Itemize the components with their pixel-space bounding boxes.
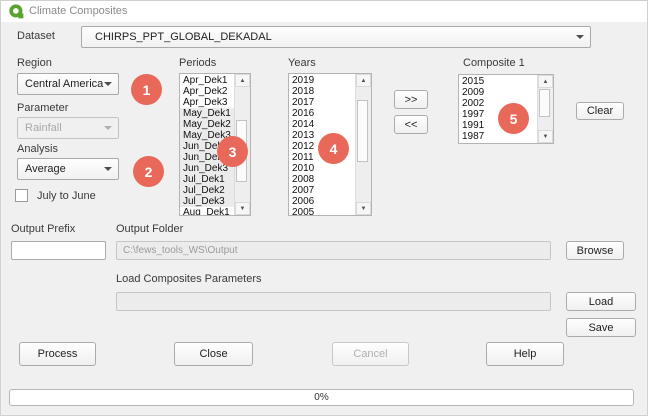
remove-years-button[interactable]: << xyxy=(394,115,428,134)
list-item[interactable]: Jul_Dek1 xyxy=(180,174,234,185)
browse-button[interactable]: Browse xyxy=(566,241,624,260)
list-item[interactable]: 2005 xyxy=(292,207,315,215)
output-folder-path: C:\fews_tools_WS\Output xyxy=(123,245,238,256)
parameter-value: Rainfall xyxy=(25,122,62,134)
output-prefix-label: Output Prefix xyxy=(11,223,76,235)
dataset-value: CHIRPS_PPT_GLOBAL_DEKADAL xyxy=(95,31,272,43)
list-item[interactable]: Jun_Dek3 xyxy=(180,163,234,174)
list-item[interactable]: 2015 xyxy=(462,76,485,87)
cancel-button: Cancel xyxy=(332,342,409,366)
list-item[interactable]: 2012 xyxy=(292,141,315,152)
chevron-down-icon xyxy=(104,82,112,86)
annotation-badge-5: 5 xyxy=(498,103,529,134)
window-title: Climate Composites xyxy=(29,5,128,17)
output-prefix-input[interactable] xyxy=(11,241,106,260)
annotation-badge-3: 3 xyxy=(217,136,248,167)
years-label: Years xyxy=(288,57,316,69)
list-item[interactable]: 2011 xyxy=(292,152,314,163)
list-item[interactable]: 2008 xyxy=(292,174,315,185)
list-item[interactable]: 2007 xyxy=(292,185,315,196)
analysis-value: Average xyxy=(25,163,66,175)
parameter-label: Parameter xyxy=(17,102,69,114)
july-to-june-label: July to June xyxy=(37,190,96,202)
output-folder-label: Output Folder xyxy=(116,223,184,235)
chevron-down-icon xyxy=(104,126,112,130)
composite1-list[interactable]: 2015 2009 2002 1997 1991 1987 ▲ ▼ xyxy=(458,74,554,144)
chevron-down-icon xyxy=(576,35,584,39)
scroll-up-icon[interactable]: ▲ xyxy=(538,75,553,88)
region-value: Central America xyxy=(25,78,104,90)
composite1-label: Composite 1 xyxy=(463,57,525,69)
list-item[interactable]: 2002 xyxy=(462,98,485,109)
process-button[interactable]: Process xyxy=(19,342,96,366)
list-item[interactable]: 1987 xyxy=(462,131,485,142)
scroll-down-icon[interactable]: ▼ xyxy=(356,202,371,215)
list-item[interactable]: May_Dek3 xyxy=(180,130,234,141)
scrollbar-thumb[interactable] xyxy=(357,100,368,162)
list-item[interactable]: 2006 xyxy=(292,196,315,207)
list-item[interactable]: Apr_Dek1 xyxy=(183,75,228,86)
scroll-up-icon[interactable]: ▲ xyxy=(235,74,250,87)
list-item[interactable]: 2009 xyxy=(462,87,485,98)
annotation-badge-4: 4 xyxy=(318,133,349,164)
annotation-badge-2: 2 xyxy=(133,156,164,187)
list-item[interactable]: Aug_Dek1 xyxy=(183,207,230,215)
list-item[interactable]: 2017 xyxy=(292,97,315,108)
list-item[interactable]: May_Dek1 xyxy=(180,108,234,119)
title-bar: Climate Composites xyxy=(1,1,647,22)
scroll-up-icon[interactable]: ▲ xyxy=(356,74,371,87)
list-item[interactable]: Jul_Dek2 xyxy=(180,185,234,196)
list-item[interactable]: Jul_Dek3 xyxy=(180,196,234,207)
load-button[interactable]: Load xyxy=(566,292,636,311)
progress-value: 0% xyxy=(314,392,329,403)
progress-bar: 0% xyxy=(9,389,634,406)
july-to-june-checkbox[interactable] xyxy=(15,189,28,202)
list-item[interactable]: 1997 xyxy=(462,109,485,120)
list-item[interactable]: 2016 xyxy=(292,108,315,119)
list-item[interactable]: May_Dek2 xyxy=(180,119,234,130)
list-item[interactable]: 2010 xyxy=(292,163,315,174)
analysis-label: Analysis xyxy=(17,143,58,155)
list-item[interactable]: 2019 xyxy=(292,75,315,86)
scroll-down-icon[interactable]: ▼ xyxy=(235,202,250,215)
region-combobox[interactable]: Central America xyxy=(17,73,119,95)
list-item[interactable]: 2013 xyxy=(292,130,315,141)
list-item[interactable]: Apr_Dek2 xyxy=(183,86,228,97)
save-button[interactable]: Save xyxy=(566,318,636,337)
parameter-combobox: Rainfall xyxy=(17,117,119,139)
qgis-logo-icon xyxy=(9,4,24,19)
analysis-combobox[interactable]: Average xyxy=(17,158,119,180)
scroll-down-icon[interactable]: ▼ xyxy=(538,130,553,143)
annotation-badge-1: 1 xyxy=(131,74,162,105)
list-item[interactable]: 2018 xyxy=(292,86,315,97)
list-item[interactable]: 1991 xyxy=(462,120,485,131)
clear-button[interactable]: Clear xyxy=(576,102,624,120)
list-item[interactable]: Apr_Dek3 xyxy=(183,97,228,108)
chevron-down-icon xyxy=(104,167,112,171)
load-parameters-input xyxy=(116,292,551,311)
add-years-button[interactable]: >> xyxy=(394,90,428,109)
list-item[interactable]: 2014 xyxy=(292,119,315,130)
dataset-label: Dataset xyxy=(17,30,55,42)
years-scrollbar[interactable]: ▲ ▼ xyxy=(355,74,371,215)
scrollbar-thumb[interactable] xyxy=(539,89,550,117)
load-parameters-label: Load Composites Parameters xyxy=(116,273,262,285)
help-button[interactable]: Help xyxy=(486,342,564,366)
dataset-combobox[interactable]: CHIRPS_PPT_GLOBAL_DEKADAL xyxy=(81,26,591,48)
output-folder-input: C:\fews_tools_WS\Output xyxy=(116,241,551,260)
close-button[interactable]: Close xyxy=(174,342,253,366)
composite1-scrollbar[interactable]: ▲ ▼ xyxy=(537,75,553,143)
list-item[interactable]: Jun_Dek2 xyxy=(180,152,234,163)
region-label: Region xyxy=(17,57,52,69)
periods-list[interactable]: Apr_Dek1 Apr_Dek2 Apr_Dek3 May_Dek1 May_Dek2… xyxy=(179,73,251,216)
list-item[interactable]: Jun_Dek1 xyxy=(180,141,234,152)
periods-label: Periods xyxy=(179,57,217,69)
